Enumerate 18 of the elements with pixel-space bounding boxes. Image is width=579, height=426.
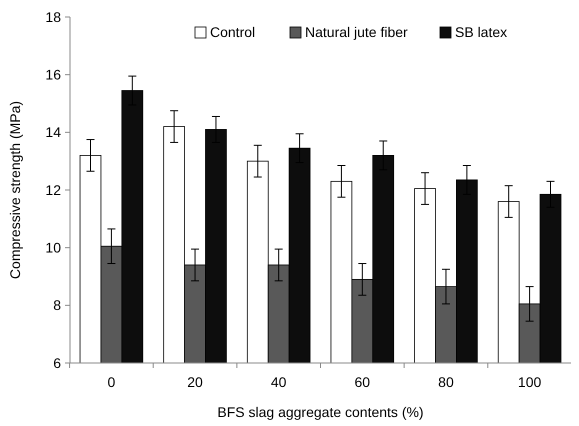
- x-tick-label: 80: [438, 374, 454, 390]
- x-tick-label: 100: [518, 374, 542, 390]
- y-tick-label: 10: [45, 240, 62, 256]
- x-tick-label: 40: [270, 374, 287, 390]
- legend-label: Natural jute fiber: [305, 24, 408, 40]
- x-tick-label: 20: [187, 374, 204, 390]
- y-tick-label: 8: [53, 297, 62, 314]
- y-tick-label: 14: [45, 124, 62, 140]
- legend-label: SB latex: [455, 24, 508, 40]
- y-tick-label: 6: [53, 354, 62, 371]
- x-tick-label: 60: [354, 374, 370, 390]
- x-axis-title: BFS slag aggregate contents (%): [217, 404, 424, 420]
- y-tick-label: 16: [45, 66, 62, 83]
- y-axis-title: Compressive strength (MPa): [7, 100, 23, 280]
- y-tick-label: 18: [45, 8, 62, 25]
- x-tick-label: 0: [108, 374, 116, 390]
- legend-label: Control: [210, 24, 256, 40]
- y-tick-label: 12: [45, 182, 62, 198]
